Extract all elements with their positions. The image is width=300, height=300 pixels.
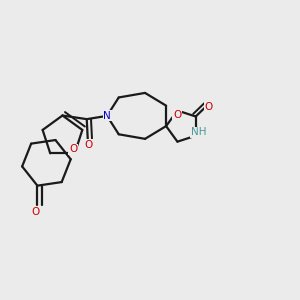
Text: O: O xyxy=(205,102,213,112)
Text: O: O xyxy=(69,144,77,154)
Text: O: O xyxy=(32,208,40,218)
Text: O: O xyxy=(173,110,181,120)
Text: NH: NH xyxy=(190,128,206,137)
Text: N: N xyxy=(103,111,111,121)
Text: O: O xyxy=(84,140,92,150)
